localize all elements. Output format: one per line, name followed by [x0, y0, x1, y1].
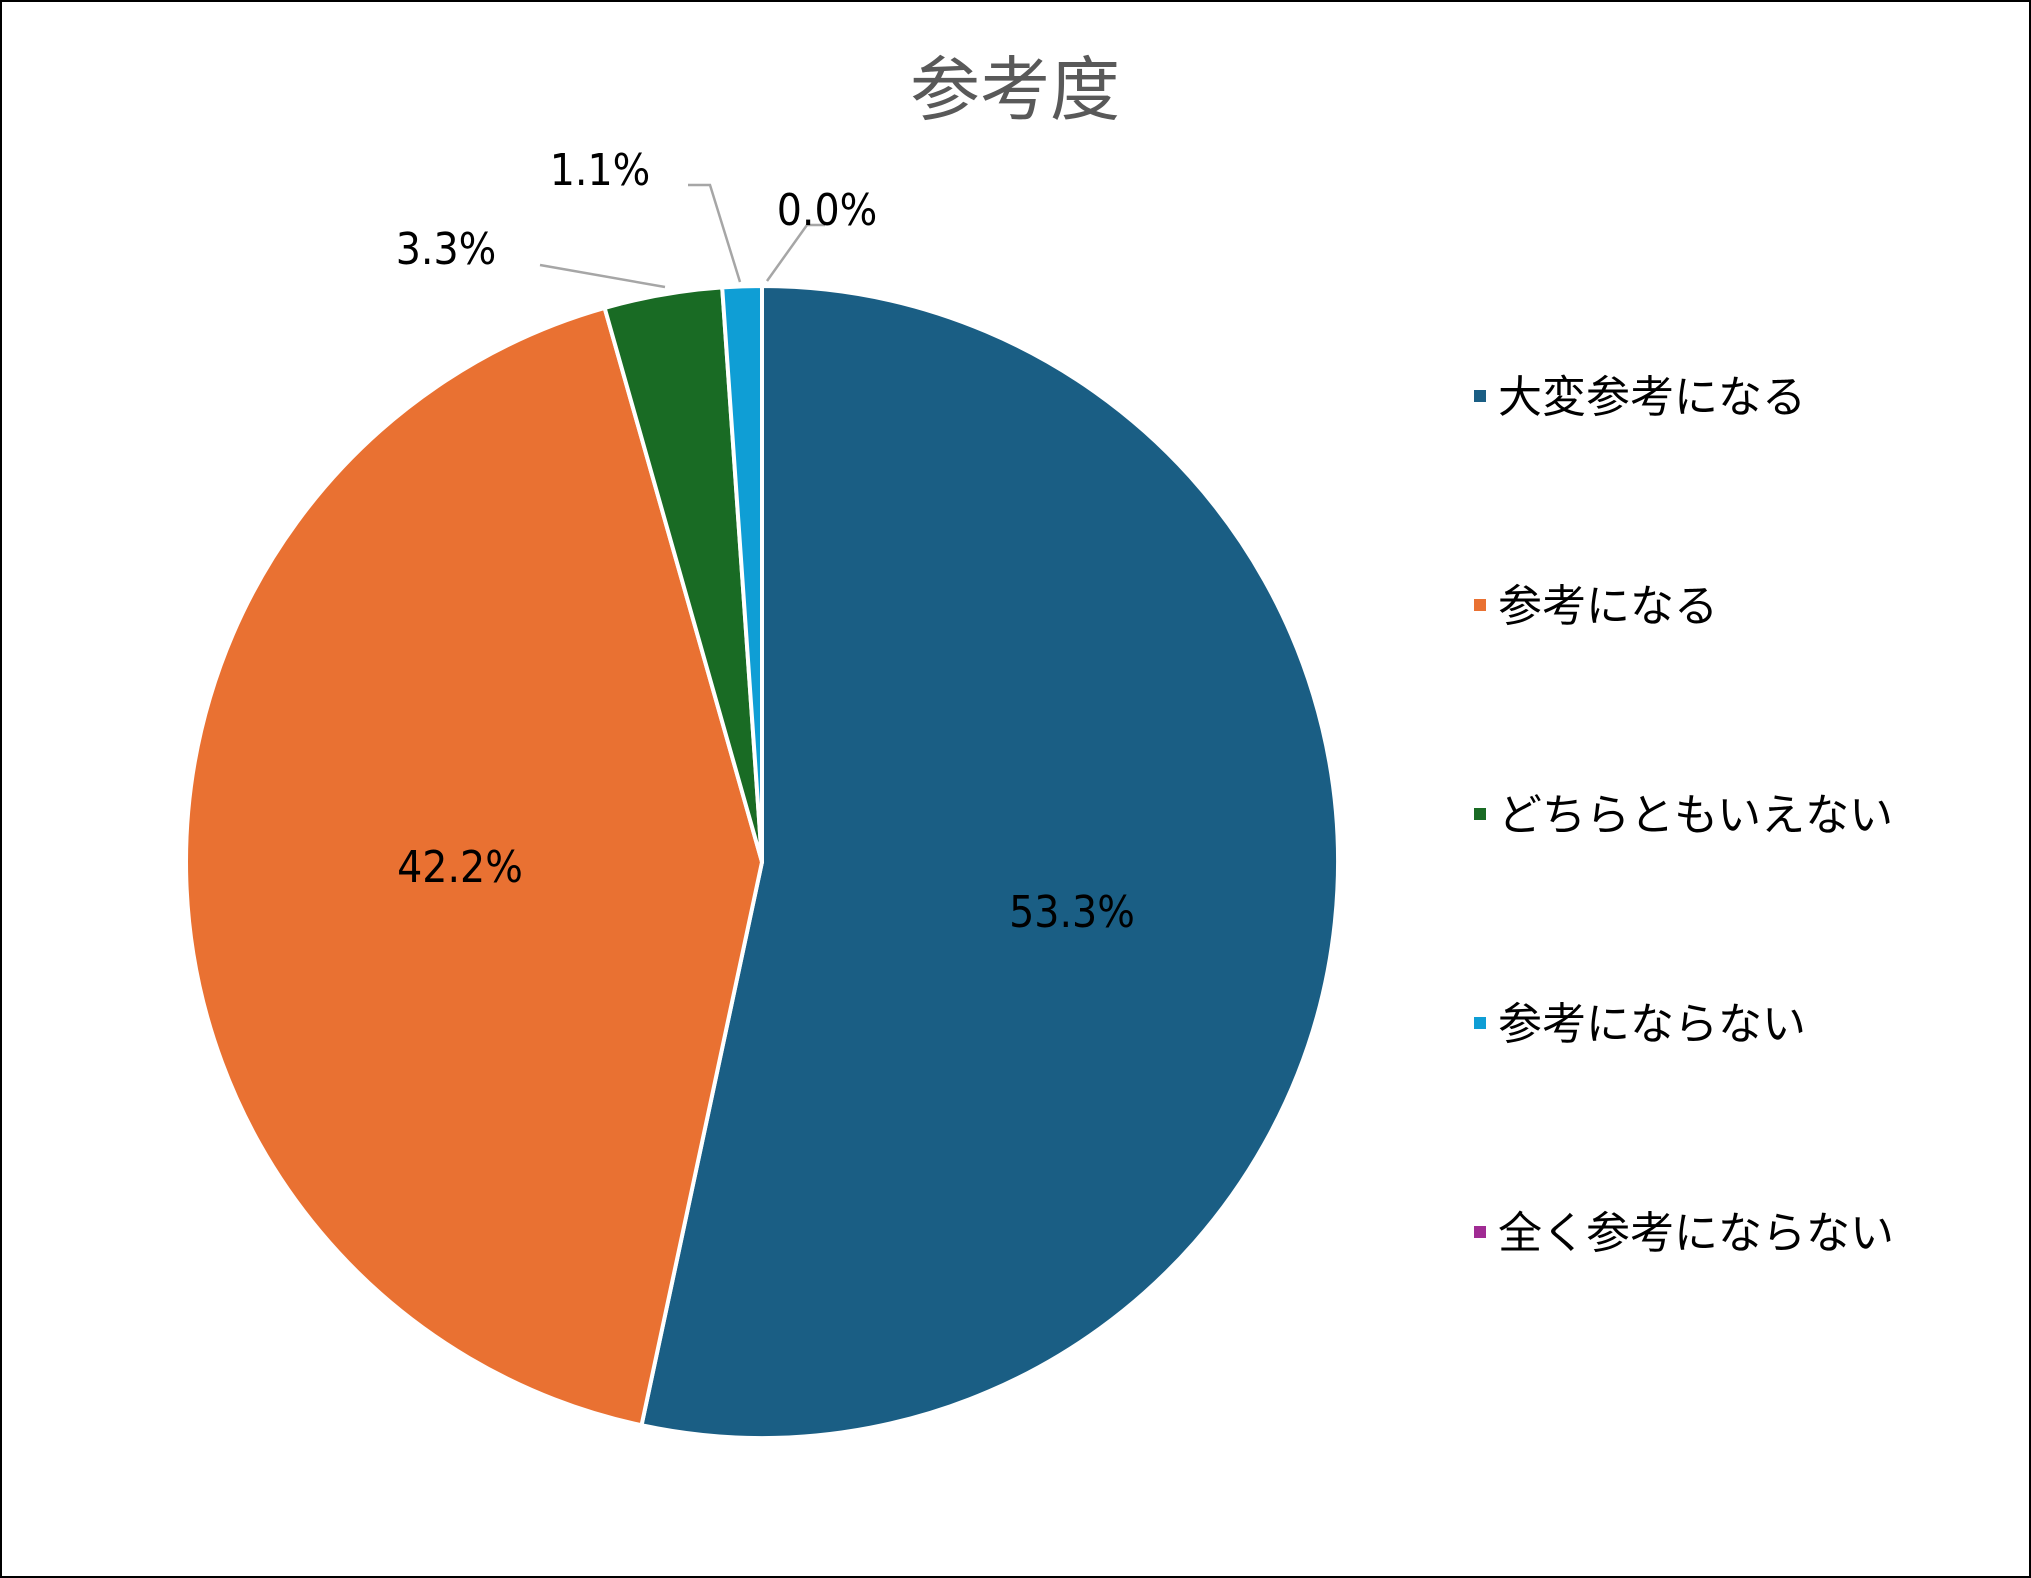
- legend-swatch-1: [1474, 390, 1486, 402]
- data-label-1: 53.3%: [1009, 887, 1135, 938]
- data-label-5: 0.0%: [777, 185, 878, 236]
- legend-swatch-5: [1474, 1226, 1486, 1238]
- pie-slices: [184, 284, 1340, 1440]
- pie-slice-1: [639, 284, 1340, 1440]
- legend-label-2: 参考になる: [1498, 581, 1718, 632]
- leader-lines: [539, 183, 825, 289]
- leader-line-3: [539, 263, 666, 289]
- pie-slice-2: [184, 305, 764, 1428]
- legend-swatch-4: [1474, 1017, 1486, 1029]
- data-labels: 53.3% 42.2% 3.3% 1.1% 0.0%: [396, 145, 1135, 938]
- legend-swatch-2: [1474, 599, 1486, 611]
- legend-label-4: 参考にならない: [1498, 999, 1806, 1050]
- legend-label-1: 大変参考になる: [1498, 372, 1806, 423]
- data-label-2: 42.2%: [397, 842, 523, 893]
- pie-slice-4: [720, 284, 764, 864]
- leader-line-5: [765, 223, 825, 282]
- data-label-3: 3.3%: [396, 224, 497, 275]
- legend-label-3: どちらともいえない: [1498, 790, 1893, 841]
- legend-swatch-3: [1474, 808, 1486, 820]
- legend-label-5: 全く参考にならない: [1498, 1208, 1894, 1259]
- data-label-4: 1.1%: [550, 145, 651, 196]
- chart-title: 参考度: [910, 49, 1120, 131]
- leader-line-4: [688, 183, 742, 283]
